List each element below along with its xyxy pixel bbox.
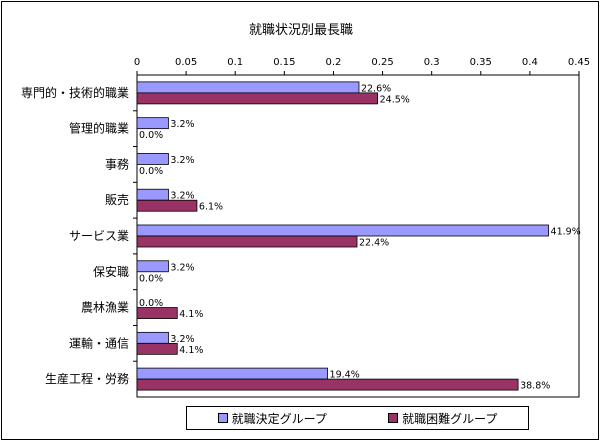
x-tick-label: 0.4 [522,57,538,68]
bar-series-1 [136,153,169,165]
x-tick-label: 0.05 [175,57,197,68]
x-tick-label: 0.45 [568,57,590,68]
category-label: 事務 [105,157,129,171]
x-tick-label: 0.1 [227,57,243,68]
bar-series-1 [136,331,169,344]
data-label-series-2: 0.0% [139,166,163,177]
bar-series-2 [136,378,519,391]
data-label-series-1: 19.4% [330,370,360,381]
data-label-series-1: 3.2% [170,119,194,130]
category-label: サービス業 [69,229,129,243]
x-tick-label: 0.25 [371,57,393,68]
x-tick-label: 0.3 [424,57,440,68]
bar-series-1 [136,224,549,237]
data-label-series-2: 22.4% [359,238,389,249]
data-label-series-1: 3.2% [170,262,194,273]
legend-label-series-2: 就職困難グループ [402,411,498,426]
data-label-series-2: 6.1% [199,202,223,213]
category-label: 販売 [105,192,129,207]
legend-swatch-series-1 [217,413,228,423]
bar-series-1 [136,260,169,273]
category-label: 専門的・技術的職業 [21,85,129,100]
bar-series-2 [136,342,178,355]
bar-series-2 [136,199,198,212]
bar-series-2 [136,92,379,105]
data-label-series-2: 0.0% [139,273,163,284]
chart-title: 就職状況別最長職 [248,23,353,38]
data-label-series-2: 38.8% [520,381,550,392]
category-label: 管理的職業 [69,121,129,136]
data-label-series-2: 0.0% [139,130,163,141]
x-tick-label: 0.35 [470,57,492,68]
legend-swatch-series-2 [388,413,399,423]
chart-legend: 就職決定グループ 就職困難グループ [186,406,529,430]
legend-item-series-2: 就職困難グループ [388,410,497,427]
data-label-series-1: 3.2% [170,334,194,345]
legend-item-series-1: 就職決定グループ [217,410,327,427]
data-label-series-2: 4.1% [179,309,203,320]
bar-series-1 [136,367,328,380]
bar-series-1 [136,188,169,201]
bar-series-1 [136,117,169,130]
data-label-series-2: 24.5% [380,94,410,105]
category-label: 農林漁業 [81,301,129,315]
x-tick-label: 0.2 [325,57,341,68]
bar-series-2 [136,235,358,248]
data-label-series-1: 22.6% [361,83,391,94]
data-label-series-2: 4.1% [179,345,203,356]
legend-label-series-1: 就職決定グループ [231,411,327,426]
category-label: 保安職 [93,264,129,279]
data-label-series-1: 3.2% [170,191,194,202]
data-label-series-1: 41.9% [551,227,581,238]
x-tick-label: 0 [134,57,140,68]
bar-series-1 [136,81,360,94]
category-label: 運輸・通信 [69,335,129,350]
x-tick-label: 0.15 [273,57,295,68]
bar-series-2 [136,307,178,319]
data-label-series-1: 0.0% [139,298,163,309]
data-label-series-1: 3.2% [170,155,194,166]
category-label: 生産工程・労務 [45,371,129,386]
